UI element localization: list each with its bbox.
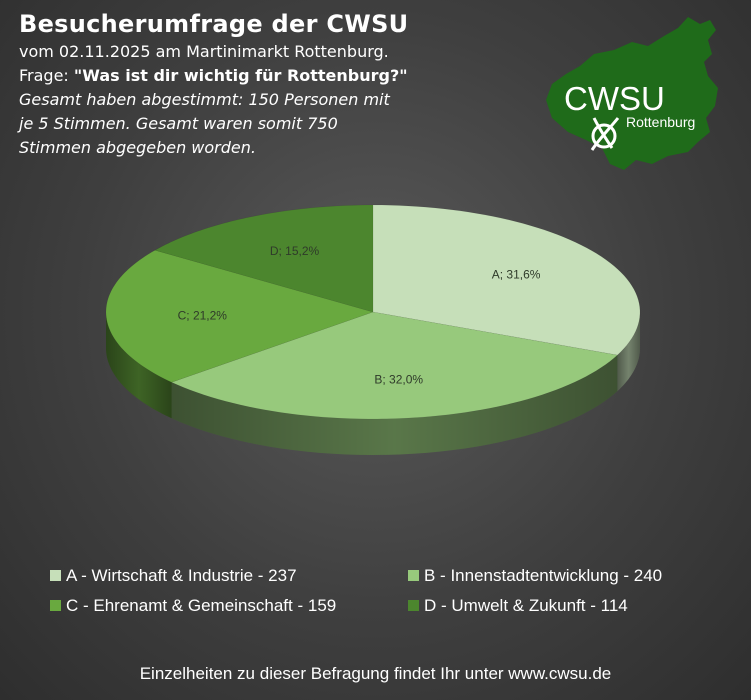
legend-swatch-b: [408, 570, 419, 581]
pie-slice-c: [105, 249, 374, 383]
question-line: Frage: "Was ist dir wichtig für Rottenbu…: [19, 64, 539, 88]
legend-item-d: D - Umwelt & Zukunft - 114: [408, 596, 628, 616]
legend-swatch-c: [50, 600, 61, 611]
logo-name: CWSU: [564, 80, 665, 117]
map-shape-icon: [546, 17, 718, 170]
note-line-1: Gesamt haben abgestimmt: 150 Personen mi…: [19, 90, 390, 109]
data-label-c: C; 21,2%: [178, 308, 228, 322]
chart-title: Besucherumfrage der CWSU: [19, 10, 409, 38]
legend-label-c: C - Ehrenamt & Gemeinschaft - 159: [66, 596, 337, 615]
pie-slices: [105, 204, 641, 420]
date-line: vom 02.11.2025 am Martinimarkt Rottenbur…: [19, 42, 389, 61]
pie-side-shade-c: [106, 312, 172, 419]
pie-side-walls: [106, 312, 640, 455]
question-text: "Was ist dir wichtig für Rottenburg?": [73, 66, 408, 85]
note-line-3: Stimmen abgegeben worden.: [19, 138, 256, 157]
legend-item-a: A - Wirtschaft & Industrie - 237: [50, 566, 297, 586]
note-line-2: je 5 Stimmen. Gesamt waren somit 750: [19, 114, 338, 133]
legend-label-d: D - Umwelt & Zukunft - 114: [424, 596, 628, 615]
data-label-d: D; 15,2%: [270, 244, 320, 258]
pie-slice-b: [170, 311, 619, 420]
ballot-cross-icon: [590, 117, 620, 151]
logo-city: Rottenburg: [626, 114, 695, 130]
legend-label-b: B - Innenstadtentwicklung - 240: [424, 566, 663, 585]
legend-item-b: B - Innenstadtentwicklung - 240: [408, 566, 662, 586]
pie-slice-d: [154, 204, 374, 313]
legend-item-c: C - Ehrenamt & Gemeinschaft - 159: [50, 596, 336, 616]
legend-swatch-d: [408, 600, 419, 611]
pie-side-shade-a: [617, 312, 640, 392]
pie-data-labels: A; 31,6% B; 32,0% C; 21,2% D; 15,2%: [178, 244, 541, 387]
data-label-a: A; 31,6%: [492, 268, 541, 282]
footer-note: Einzelheiten zu dieser Befragung findet …: [139, 664, 612, 683]
pie-chart: A; 31,6% B; 32,0% C; 21,2% D; 15,2%: [105, 204, 641, 455]
pie-slice-a: [372, 204, 641, 356]
cwsu-logo: CWSU Rottenburg: [546, 17, 718, 170]
header: Besucherumfrage der CWSU vom 02.11.2025 …: [19, 8, 539, 160]
data-label-b: B; 32,0%: [374, 373, 423, 387]
legend-swatch-a: [50, 570, 61, 581]
pie-side-shade-b: [171, 355, 618, 455]
legend-label-a: A - Wirtschaft & Industrie - 237: [66, 566, 297, 585]
question-prefix: Frage:: [19, 66, 74, 85]
